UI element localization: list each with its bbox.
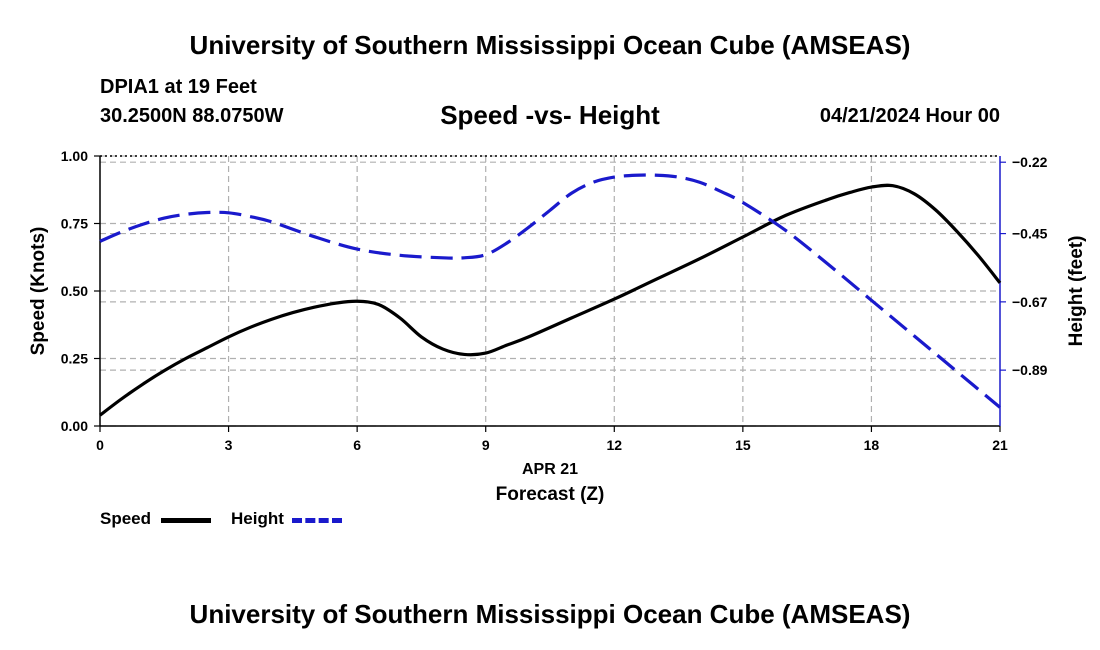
legend-label-height: Height — [231, 509, 284, 528]
institution-title: University of Southern Mississippi Ocean… — [189, 30, 911, 60]
axes — [94, 155, 1006, 432]
legend-swatch-speed — [161, 518, 211, 523]
y2-tick-label: −0.67 — [1012, 294, 1048, 310]
y2-tick-label: −0.45 — [1012, 226, 1048, 242]
y-tick-label: 0.25 — [61, 351, 88, 367]
x-date-label: APR 21 — [522, 461, 578, 478]
y-tick-label: 0.00 — [61, 418, 88, 434]
legend-label-speed: Speed — [100, 509, 152, 528]
y2-tick-label: −0.89 — [1012, 362, 1048, 378]
x-tick-label: 9 — [482, 437, 490, 453]
x-tick-label: 12 — [606, 437, 622, 453]
y-tick-label: 1.00 — [61, 148, 88, 164]
y-tick-label: 0.50 — [61, 283, 88, 299]
x-tick-label: 18 — [864, 437, 880, 453]
legend-swatch-height — [292, 518, 342, 523]
x-tick-label: 15 — [735, 437, 751, 453]
y2-tick-label: −0.22 — [1012, 154, 1048, 170]
series-line-height — [99, 173, 1002, 409]
x-axis-title: Forecast (Z) — [496, 484, 605, 505]
series-line-speed — [99, 183, 1002, 417]
axis-labels: 0 3 6 9 12 15 18 21 0.00 0.25 0.50 0.75 1.00 −0.22 −0.… — [28, 148, 1087, 505]
station-label: DPIA1 at 19 Feet — [100, 76, 257, 98]
y-axis-title: Speed (Knots) — [28, 227, 49, 356]
x-tick-label: 3 — [225, 437, 233, 453]
datetime-label: 04/21/2024 Hour 00 — [819, 105, 1000, 127]
y-tick-label: 0.75 — [61, 216, 88, 232]
footer-institution-title: University of Southern Mississippi Ocean… — [189, 599, 911, 629]
y2-axis-title: Height (feet) — [1066, 236, 1087, 347]
x-tick-label: 6 — [353, 437, 361, 453]
coordinates-label: 30.2500N 88.0750W — [100, 105, 284, 127]
chart-title: Speed -vs- Height — [440, 100, 660, 130]
x-tick-label: 0 — [96, 437, 104, 453]
x-tick-label: 21 — [992, 437, 1008, 453]
grid — [100, 155, 1000, 427]
series — [99, 173, 1002, 417]
